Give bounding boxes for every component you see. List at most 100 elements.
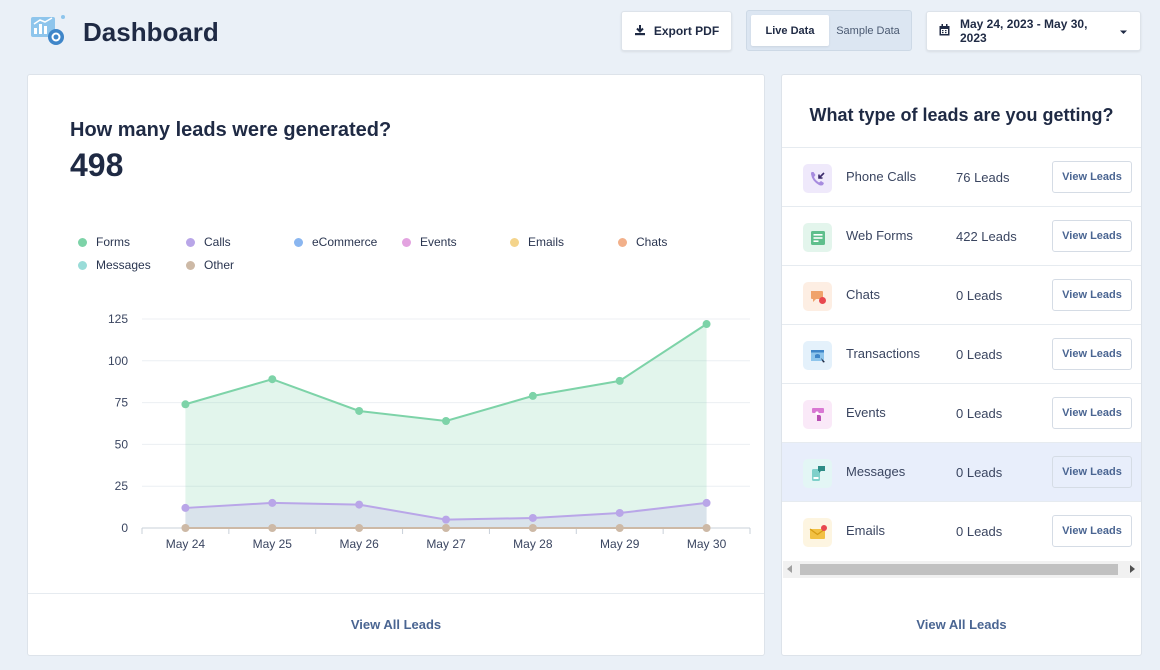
x-tick-label: May 28 [513,537,553,551]
scroll-left-arrow-icon[interactable] [787,565,792,573]
legend-item-emails[interactable]: Emails [510,235,564,249]
legend-label: Other [204,258,235,272]
view-leads-button[interactable]: View Leads [1052,456,1132,488]
legend-label: Forms [96,235,130,249]
export-pdf-label: Export PDF [653,24,720,38]
message-icon [803,459,832,488]
series-area-calls [185,502,707,528]
lead-type-count: 0 Leads [956,288,1003,303]
data-point-calls [615,508,624,517]
page-title: Dashboard [83,17,219,47]
lead-type-row-events: Events 0 Leads View Leads [782,384,1141,443]
view-leads-button[interactable]: View Leads [1052,515,1132,547]
scroll-right-arrow-icon[interactable] [1130,565,1135,573]
x-tick-label: May 26 [339,537,379,551]
legend-label: Emails [528,235,565,249]
legend-label: Events [420,235,457,249]
legend-item-forms[interactable]: Forms [78,235,130,249]
lead-type-label: Chats [846,287,880,302]
lead-type-label: Emails [846,523,886,538]
download-icon [634,24,646,39]
data-point-other [702,524,711,532]
series-area-forms [185,324,707,528]
y-tick-label: 75 [115,396,129,410]
lead-type-row-transactions: Transactions 0 Leads View Leads [782,325,1141,384]
date-range-picker[interactable]: May 24, 2023 - May 30, 2023 [926,11,1141,51]
legend-dot [78,260,87,270]
lead-type-label: Events [846,405,886,420]
data-point-calls [442,515,450,524]
lead-types-footer: View All Leads [782,593,1141,655]
lead-type-label: Messages [846,464,906,479]
x-tick-label: May 24 [166,537,206,551]
lead-type-row-emails: Emails 0 Leads View Leads [782,502,1141,561]
x-tick-label: May 30 [687,537,727,551]
legend-item-events[interactable]: Events [402,235,457,249]
view-all-leads-link[interactable]: View All Leads [916,616,1007,632]
chevron-down-icon [1119,24,1128,38]
legend-item-calls[interactable]: Calls [186,235,231,249]
live-data-button[interactable]: Live Data [751,15,829,46]
leads-generated-panel: How many leads were generated? 498 Forms… [27,74,765,656]
leads-chart: 0 25 50 75 100 125 May 24 May 25 May 26 May 27 May… [108,312,751,551]
data-point-forms [615,376,624,385]
leads-generated-title: How many leads were generated? [70,119,392,141]
data-point-other [268,524,277,532]
y-tick-label: 100 [108,354,128,368]
date-range-label: May 24, 2023 - May 30, 2023 [960,17,1088,45]
x-tick-label: May 25 [253,537,293,551]
lead-type-row-web-forms: Web Forms 422 Leads View Leads [782,207,1141,266]
lead-type-label: Web Forms [846,228,913,243]
lead-types-title: What type of leads are you getting? [809,105,1114,125]
leads-total-count: 498 [70,147,124,183]
legend-label: Messages [96,258,151,272]
x-tick-label: May 27 [426,537,466,551]
legend-dot [510,237,519,247]
event-icon [803,400,832,429]
scrollbar-thumb[interactable] [800,564,1118,575]
data-point-forms [181,400,190,409]
header: Dashboard Export PDF Live Data Sample Da… [0,0,1160,66]
y-tick-label: 50 [115,437,129,451]
data-point-calls [702,498,711,507]
view-all-leads-link[interactable]: View All Leads [350,617,442,632]
legend-dot [402,237,411,247]
data-point-other [181,524,190,532]
data-point-other [528,524,537,532]
legend-item-other[interactable]: Other [186,258,234,272]
view-leads-button[interactable]: View Leads [1052,220,1132,252]
sample-data-button[interactable]: Sample Data [836,24,900,37]
data-point-forms [268,375,277,384]
y-tick-label: 25 [115,479,129,493]
data-point-forms [702,320,711,329]
legend-dot [618,237,627,247]
chat-icon [803,282,832,311]
legend-dot [294,237,303,247]
lead-type-label: Phone Calls [846,169,917,184]
form-icon [803,223,832,252]
legend-item-ecommerce[interactable]: eCommerce [294,235,377,249]
lead-types-list: Phone Calls 76 Leads View Leads Web Form… [782,147,1141,561]
view-leads-button[interactable]: View Leads [1052,161,1132,193]
export-pdf-button[interactable]: Export PDF [621,11,732,51]
view-leads-button[interactable]: View Leads [1052,279,1132,311]
legend-dot [186,260,195,270]
data-point-calls [528,513,537,522]
data-point-calls [268,498,277,507]
data-point-calls [355,500,364,509]
legend-item-chats[interactable]: Chats [618,235,667,249]
lead-type-row-messages: Messages 0 Leads View Leads [782,443,1141,502]
y-tick-label: 0 [121,521,128,535]
lead-type-label: Transactions [846,346,920,361]
legend-item-messages[interactable]: Messages [78,258,151,272]
view-leads-button[interactable]: View Leads [1052,397,1132,429]
lead-type-count: 0 Leads [956,347,1003,362]
view-leads-button[interactable]: View Leads [1052,338,1132,370]
data-point-forms [528,391,537,400]
legend-label: eCommerce [312,235,378,249]
horizontal-scrollbar[interactable] [783,561,1140,578]
lead-type-count: 76 Leads [956,170,1010,185]
lead-type-count: 0 Leads [956,524,1003,539]
dashboard-logo-icon [30,14,66,48]
leads-panel-footer: View All Leads [28,593,764,655]
